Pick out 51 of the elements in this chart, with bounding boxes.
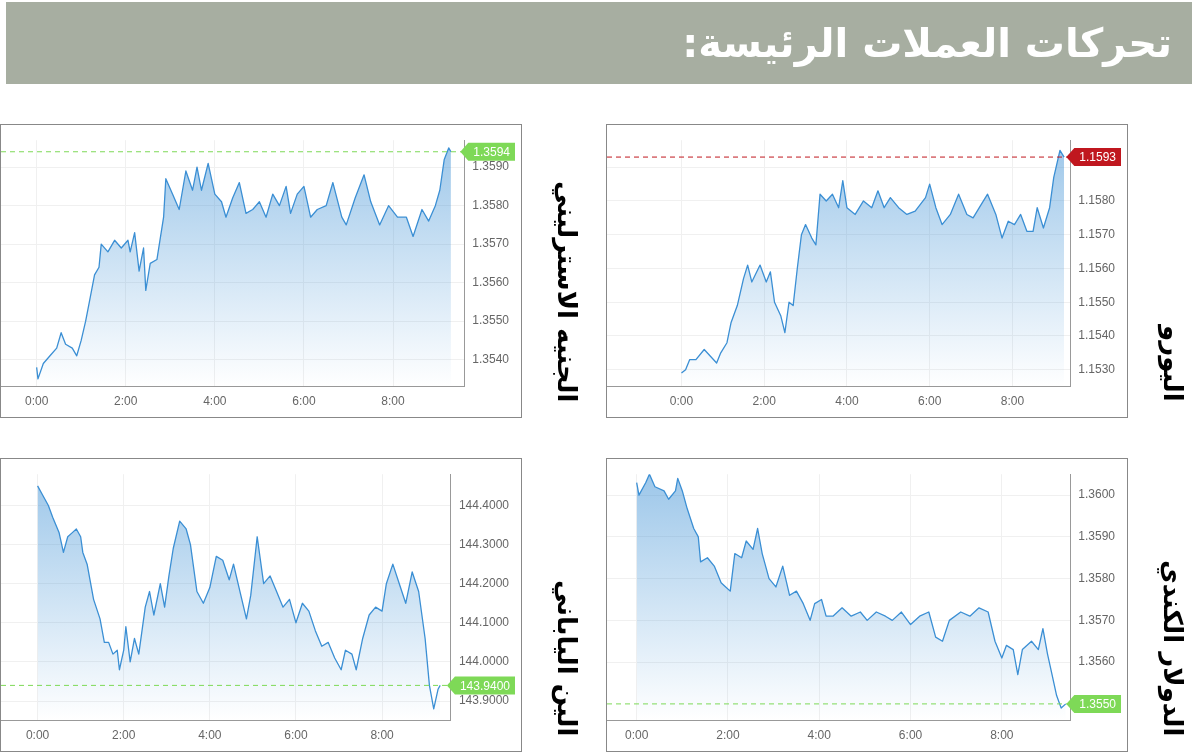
y-tick-label: 1.1550 bbox=[1078, 294, 1116, 309]
x-tick-label: 4:00 bbox=[203, 394, 227, 409]
x-tick-label: 6:00 bbox=[292, 394, 316, 409]
chart-title: تحركات العملات الرئيسة: bbox=[682, 20, 1172, 66]
y-tick-label: 1.3580 bbox=[1078, 570, 1116, 585]
ref-line-label: 1.1593 bbox=[1079, 150, 1117, 165]
y-tick-label: 1.1570 bbox=[1078, 227, 1116, 242]
x-tick-label: 6:00 bbox=[898, 728, 923, 743]
y-tick-label: 1.1540 bbox=[1078, 328, 1116, 343]
y-tick-label: 144.2000 bbox=[458, 576, 510, 591]
y-tick-label: 1.3580 bbox=[472, 197, 510, 212]
x-tick-label: 2:00 bbox=[716, 728, 740, 743]
y-axis-title: اليورو bbox=[1156, 323, 1188, 402]
y-tick-label: 144.4000 bbox=[458, 497, 510, 512]
x-tick-label: 8:00 bbox=[1000, 394, 1025, 409]
x-tick-label: 0:00 bbox=[624, 728, 649, 743]
y-axis-title: الجنيه الاسترليني bbox=[550, 179, 582, 402]
y-tick-label: 1.3600 bbox=[1078, 487, 1116, 502]
x-tick-label: 6:00 bbox=[917, 394, 942, 409]
x-tick-label: 2:00 bbox=[752, 394, 777, 409]
x-tick-label: 8:00 bbox=[990, 728, 1014, 743]
ref-line-label: 1.3594 bbox=[473, 145, 511, 160]
y-axis-title: الدولار الكندي bbox=[1156, 558, 1188, 736]
x-tick-label: 4:00 bbox=[835, 394, 859, 409]
y-tick-label: 1.3570 bbox=[472, 236, 510, 251]
x-tick-label: 8:00 bbox=[381, 394, 406, 409]
x-tick-label: 4:00 bbox=[807, 728, 832, 743]
y-tick-label: 1.1530 bbox=[1078, 362, 1116, 377]
y-tick-label: 1.3560 bbox=[1078, 654, 1116, 669]
y-tick-label: 1.3590 bbox=[1078, 529, 1116, 544]
y-tick-label: 1.1580 bbox=[1078, 193, 1116, 208]
x-tick-label: 4:00 bbox=[198, 728, 222, 743]
y-tick-label: 1.1560 bbox=[1078, 260, 1116, 275]
y-tick-label: 144.3000 bbox=[458, 536, 510, 551]
x-tick-label: 2:00 bbox=[112, 728, 136, 743]
y-tick-label: 1.3540 bbox=[472, 351, 510, 366]
x-tick-label: 8:00 bbox=[370, 728, 395, 743]
y-tick-label: 1.3550 bbox=[472, 313, 510, 328]
y-axis-title: الين الياباني bbox=[550, 578, 582, 736]
x-tick-label: 0:00 bbox=[24, 394, 49, 409]
x-tick-label: 0:00 bbox=[25, 728, 50, 743]
x-tick-label: 0:00 bbox=[669, 394, 694, 409]
y-tick-label: 1.3590 bbox=[472, 159, 510, 174]
y-tick-label: 143.9000 bbox=[458, 693, 510, 708]
y-tick-label: 144.1000 bbox=[458, 615, 510, 630]
y-tick-label: 1.3570 bbox=[1078, 612, 1116, 627]
ref-line-label: 143.9400 bbox=[459, 678, 511, 693]
y-tick-label: 1.3560 bbox=[472, 274, 510, 289]
x-tick-label: 2:00 bbox=[114, 394, 138, 409]
x-tick-label: 6:00 bbox=[284, 728, 308, 743]
y-tick-label: 144.0000 bbox=[458, 654, 510, 669]
